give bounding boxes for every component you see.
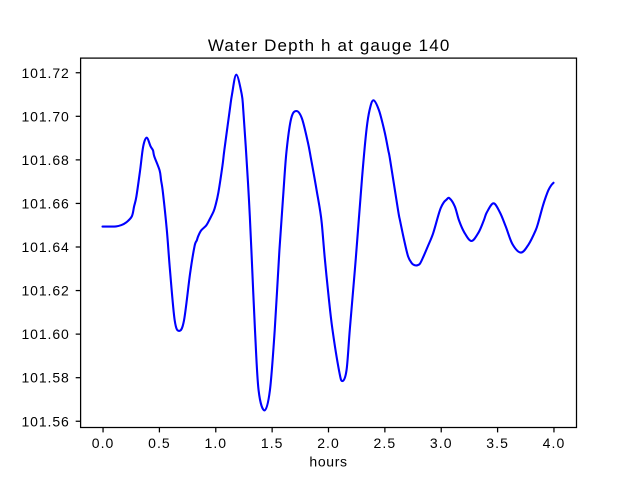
svg-text:101.58: 101.58 <box>22 370 70 386</box>
svg-text:101.60: 101.60 <box>22 326 70 342</box>
svg-text:3.5: 3.5 <box>486 435 508 451</box>
svg-text:0.0: 0.0 <box>92 435 114 451</box>
svg-text:0.5: 0.5 <box>148 435 170 451</box>
svg-text:hours: hours <box>309 454 347 470</box>
svg-text:2.5: 2.5 <box>374 435 396 451</box>
svg-text:101.68: 101.68 <box>22 152 70 168</box>
svg-text:2.0: 2.0 <box>317 435 339 451</box>
svg-text:4.0: 4.0 <box>543 435 565 451</box>
svg-text:3.0: 3.0 <box>430 435 452 451</box>
svg-text:1.5: 1.5 <box>261 435 283 451</box>
svg-text:101.56: 101.56 <box>22 413 70 429</box>
svg-text:Water Depth h at gauge 140: Water Depth h at gauge 140 <box>208 36 449 55</box>
svg-text:101.62: 101.62 <box>22 283 70 299</box>
svg-text:101.66: 101.66 <box>22 195 70 211</box>
svg-text:101.72: 101.72 <box>22 65 70 81</box>
svg-text:1.0: 1.0 <box>204 435 226 451</box>
svg-text:101.64: 101.64 <box>22 239 70 255</box>
svg-text:101.70: 101.70 <box>22 108 70 124</box>
